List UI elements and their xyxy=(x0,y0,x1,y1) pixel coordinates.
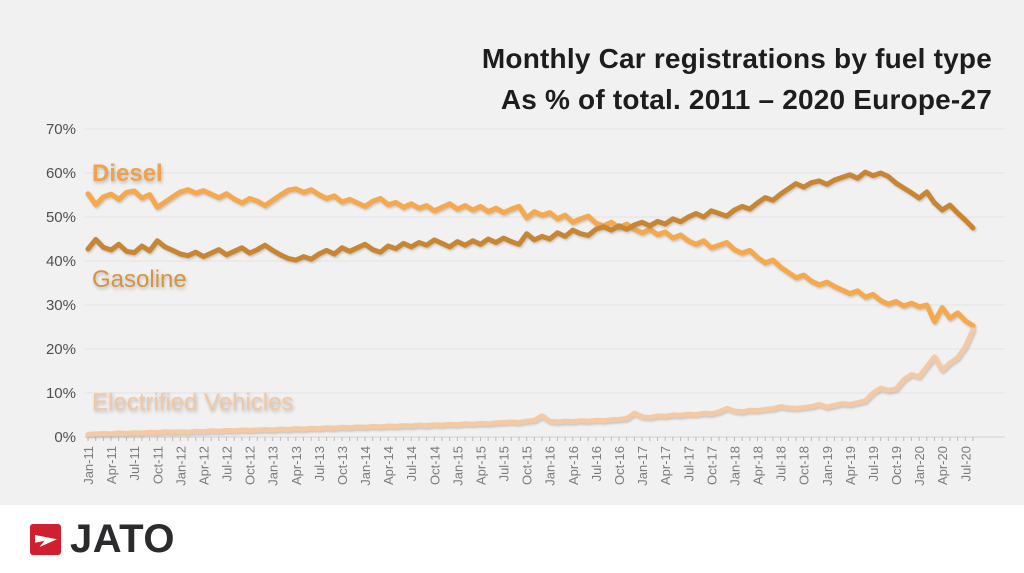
svg-text:Apr-20: Apr-20 xyxy=(935,446,950,485)
svg-text:Apr-13: Apr-13 xyxy=(289,446,304,485)
series-label-diesel: Diesel xyxy=(92,160,163,187)
svg-text:Jul-18: Jul-18 xyxy=(774,446,789,481)
svg-text:Oct-18: Oct-18 xyxy=(797,446,812,485)
svg-text:50%: 50% xyxy=(46,209,76,226)
svg-text:Jan-20: Jan-20 xyxy=(912,446,927,486)
jato-arrow-icon xyxy=(35,534,57,547)
svg-text:Oct-14: Oct-14 xyxy=(427,446,442,485)
svg-text:Apr-15: Apr-15 xyxy=(473,446,488,485)
svg-text:Jul-15: Jul-15 xyxy=(497,446,512,481)
svg-text:Apr-19: Apr-19 xyxy=(843,446,858,485)
svg-text:Jul-16: Jul-16 xyxy=(589,446,604,481)
svg-text:Jan-18: Jan-18 xyxy=(727,446,742,486)
svg-text:Oct-17: Oct-17 xyxy=(704,446,719,485)
series-line-diesel xyxy=(85,186,976,329)
y-tick-labels: 0% 10% 20% 30% 40% 50% 60% 70% xyxy=(46,121,76,446)
svg-text:30%: 30% xyxy=(46,297,76,314)
svg-text:Oct-16: Oct-16 xyxy=(612,446,627,485)
svg-text:Oct-11: Oct-11 xyxy=(150,446,165,484)
svg-text:Jan-19: Jan-19 xyxy=(820,446,835,486)
svg-text:10%: 10% xyxy=(46,385,76,402)
jato-logo-mark xyxy=(30,523,61,555)
series-line-gasoline xyxy=(85,169,976,263)
svg-text:40%: 40% xyxy=(46,253,76,270)
svg-text:Apr-17: Apr-17 xyxy=(658,446,673,485)
x-ticks xyxy=(87,437,974,441)
svg-text:Apr-18: Apr-18 xyxy=(751,446,766,485)
series-line-electrified-vehicles xyxy=(85,327,976,437)
svg-text:Oct-12: Oct-12 xyxy=(243,446,258,485)
jato-wordmark: JATO xyxy=(70,517,175,561)
svg-text:Oct-15: Oct-15 xyxy=(520,446,535,485)
svg-text:Jan-11: Jan-11 xyxy=(81,446,96,485)
y-gridlines xyxy=(85,128,1005,438)
chart-title-line2: As % of total. 2011 – 2020 Europe-27 xyxy=(500,84,992,115)
chart-title-line1: Monthly Car registrations by fuel type xyxy=(481,43,992,74)
svg-text:Jul-20: Jul-20 xyxy=(958,446,973,481)
svg-text:0%: 0% xyxy=(54,429,76,446)
svg-text:Jul-12: Jul-12 xyxy=(220,446,235,481)
svg-text:Jan-17: Jan-17 xyxy=(635,446,650,486)
fuel-share-chart: 0% 10% 20% 30% 40% 50% 60% 70% Jan-11 Apr-11 Jul-1… xyxy=(46,121,1005,486)
svg-text:Jul-17: Jul-17 xyxy=(681,446,696,481)
svg-text:Apr-16: Apr-16 xyxy=(566,446,581,485)
series-label-electrified-vehicles: Electrified Vehicles xyxy=(92,389,294,416)
svg-text:Jan-16: Jan-16 xyxy=(543,446,558,486)
svg-text:Apr-14: Apr-14 xyxy=(381,446,396,485)
series-label-gasoline: Gasoline xyxy=(92,266,187,293)
svg-text:Jul-11: Jul-11 xyxy=(127,446,142,480)
svg-text:Apr-11: Apr-11 xyxy=(104,446,119,484)
svg-text:Oct-19: Oct-19 xyxy=(889,446,904,485)
svg-text:Jul-19: Jul-19 xyxy=(866,446,881,481)
x-tick-labels: Jan-11 Apr-11 Jul-11 Oct-11 Jan-12 Apr-12 Jul-… xyxy=(81,446,973,486)
svg-text:20%: 20% xyxy=(46,341,76,358)
footer-bar: JATO xyxy=(0,505,1024,573)
svg-text:60%: 60% xyxy=(46,165,76,182)
svg-text:Jan-14: Jan-14 xyxy=(358,446,373,486)
chart-title: Monthly Car registrations by fuel type A… xyxy=(482,38,992,120)
svg-text:Apr-12: Apr-12 xyxy=(196,446,211,485)
svg-text:Jan-12: Jan-12 xyxy=(173,446,188,486)
svg-text:70%: 70% xyxy=(46,121,76,138)
svg-text:Jan-15: Jan-15 xyxy=(450,446,465,486)
series-lines xyxy=(85,169,976,437)
svg-text:Jan-13: Jan-13 xyxy=(266,446,281,486)
svg-text:Jul-14: Jul-14 xyxy=(404,446,419,481)
jato-logo: JATO xyxy=(30,505,175,573)
svg-text:Oct-13: Oct-13 xyxy=(335,446,350,485)
svg-text:Jul-13: Jul-13 xyxy=(312,446,327,481)
